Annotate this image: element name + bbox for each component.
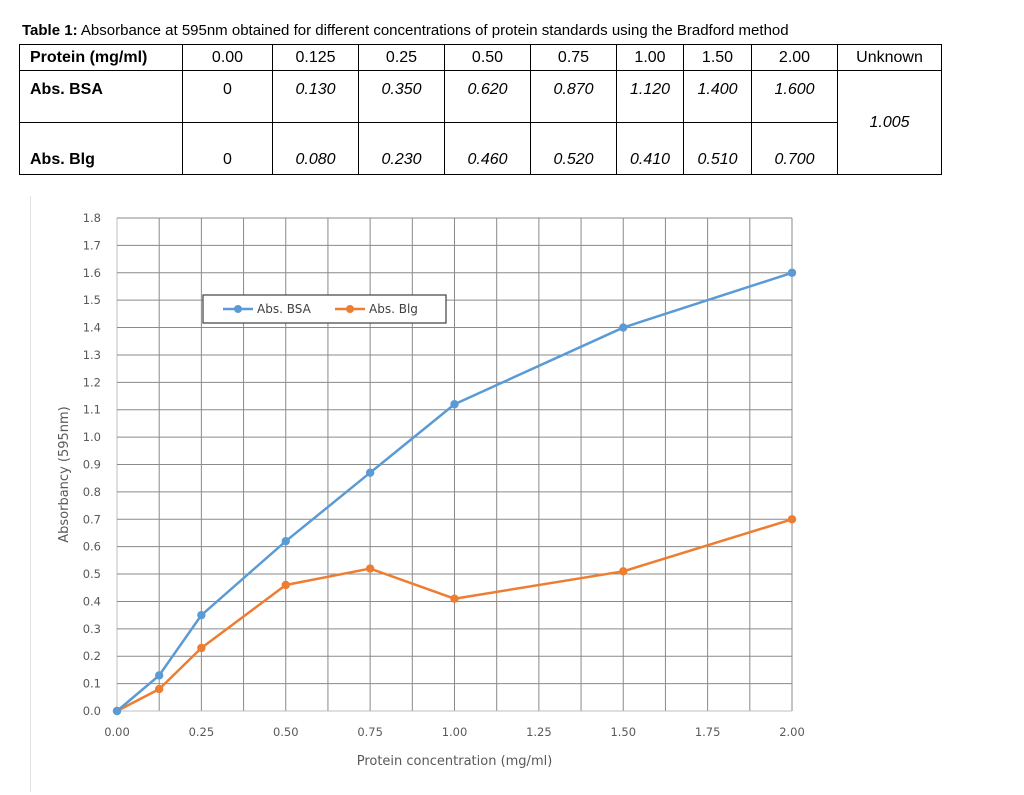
y-tick-label: 0.9 — [83, 458, 101, 472]
concentration-cell: 0.125 — [272, 44, 359, 71]
value-cell: 0 — [182, 122, 273, 175]
x-tick-label: 1.25 — [526, 725, 552, 739]
series-line — [116, 518, 793, 713]
table-header-row: Protein (mg/ml) 0.00 0.125 0.25 0.50 0.7… — [19, 44, 942, 71]
y-tick-label: 0.8 — [83, 485, 101, 499]
y-tick-label: 0.1 — [83, 677, 101, 691]
legend-label: Abs. BSA — [257, 302, 312, 316]
data-point — [365, 468, 375, 477]
table-row-blg: Abs. Blg 0 0.080 0.230 0.460 0.520 0.410… — [19, 122, 942, 175]
row-label-blg: Abs. Blg — [19, 122, 183, 175]
value-cell: 0.410 — [616, 122, 684, 175]
value-cell: 0.230 — [358, 122, 445, 175]
value-cell: 0.620 — [444, 70, 531, 123]
y-tick-label: 0.2 — [83, 649, 101, 663]
data-point — [450, 594, 459, 603]
concentration-cell: 1.00 — [616, 44, 684, 71]
value-cell: 1.600 — [751, 70, 838, 123]
y-tick-label: 0.3 — [83, 622, 101, 636]
x-tick-label: 0.50 — [273, 725, 299, 739]
y-tick-label: 1.1 — [83, 403, 101, 417]
x-tick-label: 1.50 — [610, 725, 636, 739]
data-point — [154, 671, 164, 680]
value-cell: 0.520 — [530, 122, 617, 175]
data-point — [281, 536, 290, 546]
value-cell: 0.870 — [530, 70, 617, 123]
x-tick-label: 1.00 — [442, 725, 468, 739]
series-line — [116, 271, 793, 712]
table-caption-label: Table 1: — [22, 22, 78, 39]
data-point — [619, 323, 628, 332]
y-tick-label: 1.8 — [83, 211, 101, 225]
value-cell: 0.080 — [272, 122, 359, 175]
legend-label: Abs. Blg — [369, 302, 418, 316]
y-axis-ticks: 0.0 0.1 0.2 0.3 0.4 0.5 0.6 0.7 0.8 0.9 1.0 1.1 1.2 1… — [83, 211, 101, 718]
y-tick-label: 0.6 — [83, 540, 101, 554]
absorbance-table: Protein (mg/ml) 0.00 0.125 0.25 0.50 0.7… — [19, 44, 942, 175]
data-point — [154, 684, 164, 694]
data-point — [281, 580, 290, 590]
table-row-bsa: Abs. BSA 0 0.130 0.350 0.620 0.870 1.120… — [19, 70, 942, 175]
table-caption-text: Absorbance at 595nm obtained for differe… — [77, 22, 789, 39]
value-cell: 1.120 — [616, 70, 684, 123]
data-point — [787, 268, 797, 277]
x-tick-label: 0.25 — [189, 725, 215, 739]
chart-frame-edge — [30, 196, 31, 792]
legend-swatch-marker — [346, 305, 354, 313]
legend-items: Abs. BSA Abs. Blg — [223, 302, 418, 316]
x-axis-title: Protein concentration (mg/ml) — [357, 754, 553, 769]
y-tick-label: 0.5 — [83, 567, 101, 581]
data-point — [450, 400, 459, 409]
table-caption: Table 1: Absorbance at 595nm obtained fo… — [22, 22, 789, 39]
header-label-cell: Protein (mg/ml) — [19, 44, 183, 71]
concentration-cell: 0.75 — [530, 44, 617, 71]
data-point — [619, 567, 628, 576]
y-tick-label: 1.6 — [83, 266, 101, 280]
x-tick-label: 0.75 — [357, 725, 383, 739]
data-point — [197, 610, 206, 620]
x-tick-label: 2.00 — [779, 725, 805, 739]
y-tick-label: 1.2 — [83, 375, 101, 389]
unknown-header-cell: Unknown — [837, 44, 942, 71]
legend: Abs. BSA Abs. Blg — [202, 294, 447, 324]
y-tick-label: 0.4 — [83, 594, 101, 608]
unknown-value-cell: 1.005 — [837, 70, 942, 175]
value-cell: 0.350 — [358, 70, 445, 123]
y-tick-label: 0.7 — [83, 512, 101, 526]
legend-swatch-marker — [234, 305, 242, 313]
gridlines — [116, 217, 793, 712]
y-tick-label: 1.5 — [83, 293, 101, 307]
series-group — [112, 268, 797, 716]
data-point — [197, 643, 206, 653]
x-axis-ticks: 0.00 0.25 0.50 0.75 1.00 1.25 1.50 1.75 2.00 — [104, 725, 805, 739]
data-point — [787, 515, 797, 524]
value-cell: 0.700 — [751, 122, 838, 175]
y-tick-label: 1.7 — [83, 238, 101, 252]
x-tick-label: 0.00 — [104, 725, 130, 739]
x-tick-label: 1.75 — [695, 725, 721, 739]
y-tick-label: 1.3 — [83, 348, 101, 362]
y-tick-label: 1.4 — [83, 321, 101, 335]
y-tick-label: 0.0 — [83, 704, 101, 718]
data-point — [365, 564, 375, 573]
data-point — [112, 706, 122, 716]
value-cell: 0.460 — [444, 122, 531, 175]
y-axis-title: Absorbancy (595nm) — [57, 406, 72, 543]
concentration-cell: 0.50 — [444, 44, 531, 71]
y-tick-label: 1.0 — [83, 430, 101, 444]
